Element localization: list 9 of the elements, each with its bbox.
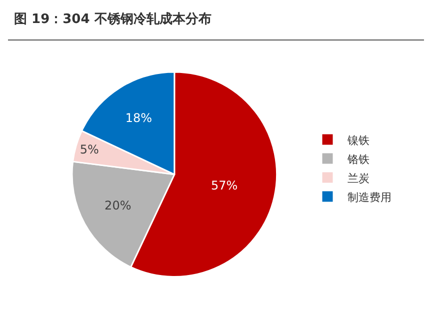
legend-label: 兰炭	[348, 172, 370, 185]
legend-label: 制造费用	[348, 190, 392, 204]
legend-label: 铬铁	[346, 152, 370, 166]
data-label: 18%	[125, 111, 152, 126]
data-label: 20%	[104, 198, 132, 212]
chart-title: 图 19：304 不锈钢冷轧成本分布	[14, 12, 212, 27]
data-label: 57%	[211, 178, 238, 193]
data-label: 5%	[80, 142, 99, 157]
legend-label: 镍铁	[346, 134, 370, 147]
